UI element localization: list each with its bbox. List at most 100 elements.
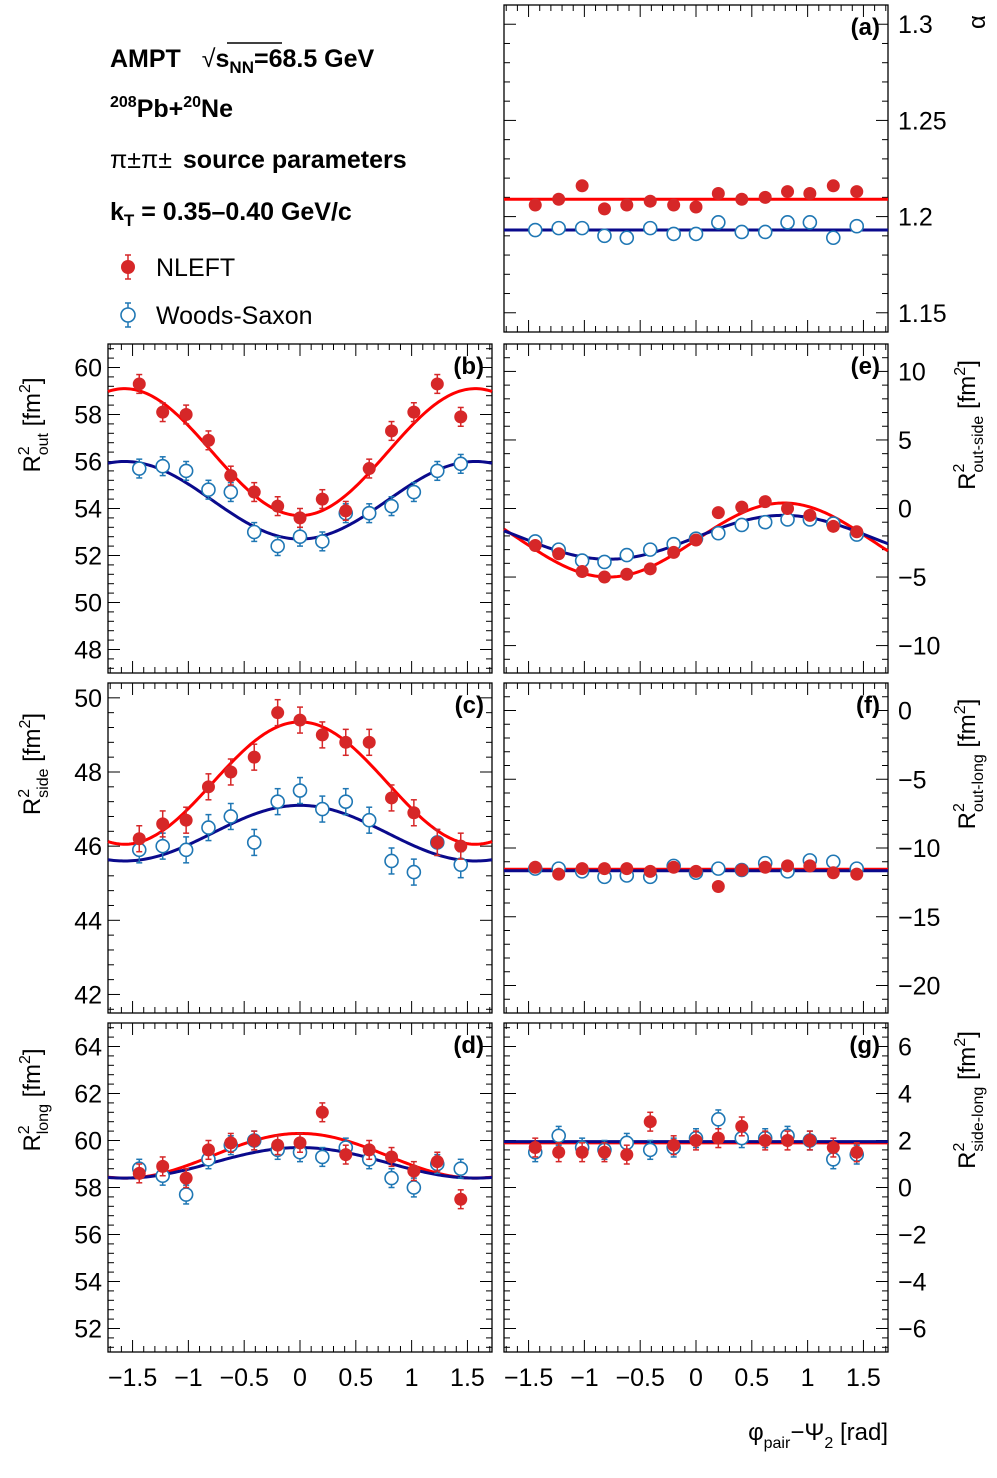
data-point-woods-saxon xyxy=(384,1167,399,1189)
data-point-nleft xyxy=(156,810,170,838)
system-a: Pb+ xyxy=(137,95,184,123)
legend-ws-label: Woods-Saxon xyxy=(156,302,313,330)
data-point-woods-saxon xyxy=(551,1125,566,1146)
data-point-nleft xyxy=(132,373,146,395)
ytick-label: −20 xyxy=(898,973,940,1001)
data-point-nleft xyxy=(667,545,681,559)
data-point-woods-saxon xyxy=(430,460,445,482)
xtick-label: 1.5 xyxy=(846,1364,881,1392)
data-point-woods-saxon xyxy=(131,458,147,479)
data-point-nleft xyxy=(528,198,542,212)
data-point-nleft xyxy=(315,488,329,510)
data-point-nleft xyxy=(454,406,468,427)
energy-prefix: s xyxy=(216,45,230,73)
data-point-nleft xyxy=(385,1146,399,1168)
data-point-nleft xyxy=(711,880,725,893)
data-point-nleft xyxy=(271,698,285,727)
data-point-nleft xyxy=(293,1132,307,1153)
panel-label-a: (a) xyxy=(851,14,880,41)
ytick-label: 0 xyxy=(898,698,912,726)
xtick-label: 1 xyxy=(801,1364,815,1392)
data-point-woods-saxon xyxy=(315,531,330,552)
data-point-woods-saxon xyxy=(734,224,750,240)
data-point-nleft xyxy=(407,1160,421,1182)
data-point-nleft xyxy=(430,828,444,857)
data-point-woods-saxon xyxy=(223,802,239,831)
data-point-nleft xyxy=(528,539,542,553)
svg-text:kT = 0.35–0.40 GeV/c: kT = 0.35–0.40 GeV/c xyxy=(110,198,352,230)
ytick-label: 60 xyxy=(74,355,102,383)
panel-d: −1.5 −1 −0.5 0 0.5 1 1.5 52 54 56 58 60 62 64 (d) xyxy=(74,1022,493,1392)
data-point-nleft xyxy=(803,859,817,873)
svg-text:π±π± source parameters: π±π± source parameters xyxy=(110,146,407,174)
ylabel-f: R2 out-long [fm2] xyxy=(951,699,987,830)
data-point-woods-saxon xyxy=(270,535,285,557)
data-point-nleft xyxy=(132,825,146,853)
xtick-label: −1.5 xyxy=(108,1364,157,1392)
data-point-nleft xyxy=(689,200,703,214)
ytick-label: 46 xyxy=(74,833,102,861)
system-b: Ne xyxy=(201,95,233,123)
xtick-label: −0.5 xyxy=(616,1364,665,1392)
data-point-nleft xyxy=(667,1135,681,1156)
header-block: AMPT √sNN=68.5 GeV 208Pb+20Ne π±π± sourc… xyxy=(110,42,407,230)
data-point-woods-saxon xyxy=(178,1184,194,1205)
data-point-woods-saxon xyxy=(527,222,543,238)
data-point-woods-saxon xyxy=(551,220,566,236)
data-point-nleft xyxy=(803,187,817,201)
data-point-nleft xyxy=(247,1130,261,1151)
data-point-woods-saxon xyxy=(315,795,330,823)
xtick-label: −1 xyxy=(174,1364,203,1392)
data-point-nleft xyxy=(339,500,353,521)
panel-c: 42 44 46 48 50 (c) xyxy=(74,682,493,1014)
data-point-nleft xyxy=(224,465,238,486)
xtick-label: −1.5 xyxy=(504,1364,553,1392)
ytick-label: 2 xyxy=(898,1128,912,1156)
xtick-label: 0.5 xyxy=(734,1364,769,1392)
data-point-nleft xyxy=(667,860,681,874)
data-point-woods-saxon xyxy=(574,220,590,236)
ytick-label: 5 xyxy=(898,427,912,455)
ytick-label: 62 xyxy=(74,1081,102,1109)
panel-e: −10 −5 0 5 10 (e) xyxy=(503,343,940,674)
ytick-label: 56 xyxy=(74,449,102,477)
data-point-nleft xyxy=(689,533,703,547)
data-point-woods-saxon xyxy=(826,230,841,246)
data-point-nleft xyxy=(597,862,611,876)
data-point-nleft xyxy=(552,1142,566,1163)
data-point-woods-saxon xyxy=(642,1139,658,1161)
ytick-label: 58 xyxy=(74,1175,102,1203)
data-point-nleft xyxy=(224,758,238,786)
data-point-nleft xyxy=(315,721,329,749)
ytick-label: 52 xyxy=(74,543,102,571)
data-point-nleft xyxy=(430,373,444,395)
data-point-nleft xyxy=(850,1142,864,1163)
panel-g: −1.5 −1 −0.5 0 0.5 1 1.5 −6 −4 −2 0 2 4 6 (g) xyxy=(503,1022,927,1392)
data-point-nleft xyxy=(781,185,795,199)
legend-nleft-marker xyxy=(121,254,135,280)
data-point-nleft xyxy=(201,430,215,451)
data-point-woods-saxon xyxy=(666,226,681,242)
data-point-nleft xyxy=(620,198,634,212)
ytick-label: 48 xyxy=(74,637,102,665)
data-point-nleft xyxy=(781,1130,795,1151)
data-point-woods-saxon xyxy=(757,224,773,240)
data-point-nleft xyxy=(597,570,611,584)
sqrt-sign: √ xyxy=(202,45,216,73)
data-point-nleft xyxy=(247,743,261,771)
data-point-nleft xyxy=(362,458,376,479)
kt-range: = 0.35–0.40 GeV/c xyxy=(134,198,352,226)
data-point-nleft xyxy=(179,404,193,425)
system-b-mass: 20 xyxy=(183,94,201,111)
data-point-woods-saxon xyxy=(453,850,469,879)
ylabel-c: R2 side [fm2] xyxy=(16,713,52,815)
data-point-nleft xyxy=(293,507,307,529)
data-point-nleft xyxy=(826,866,840,880)
data-point-woods-saxon xyxy=(384,496,399,517)
data-point-nleft xyxy=(826,519,840,533)
data-point-woods-saxon xyxy=(361,806,377,834)
ytick-label: 1.15 xyxy=(898,300,947,328)
